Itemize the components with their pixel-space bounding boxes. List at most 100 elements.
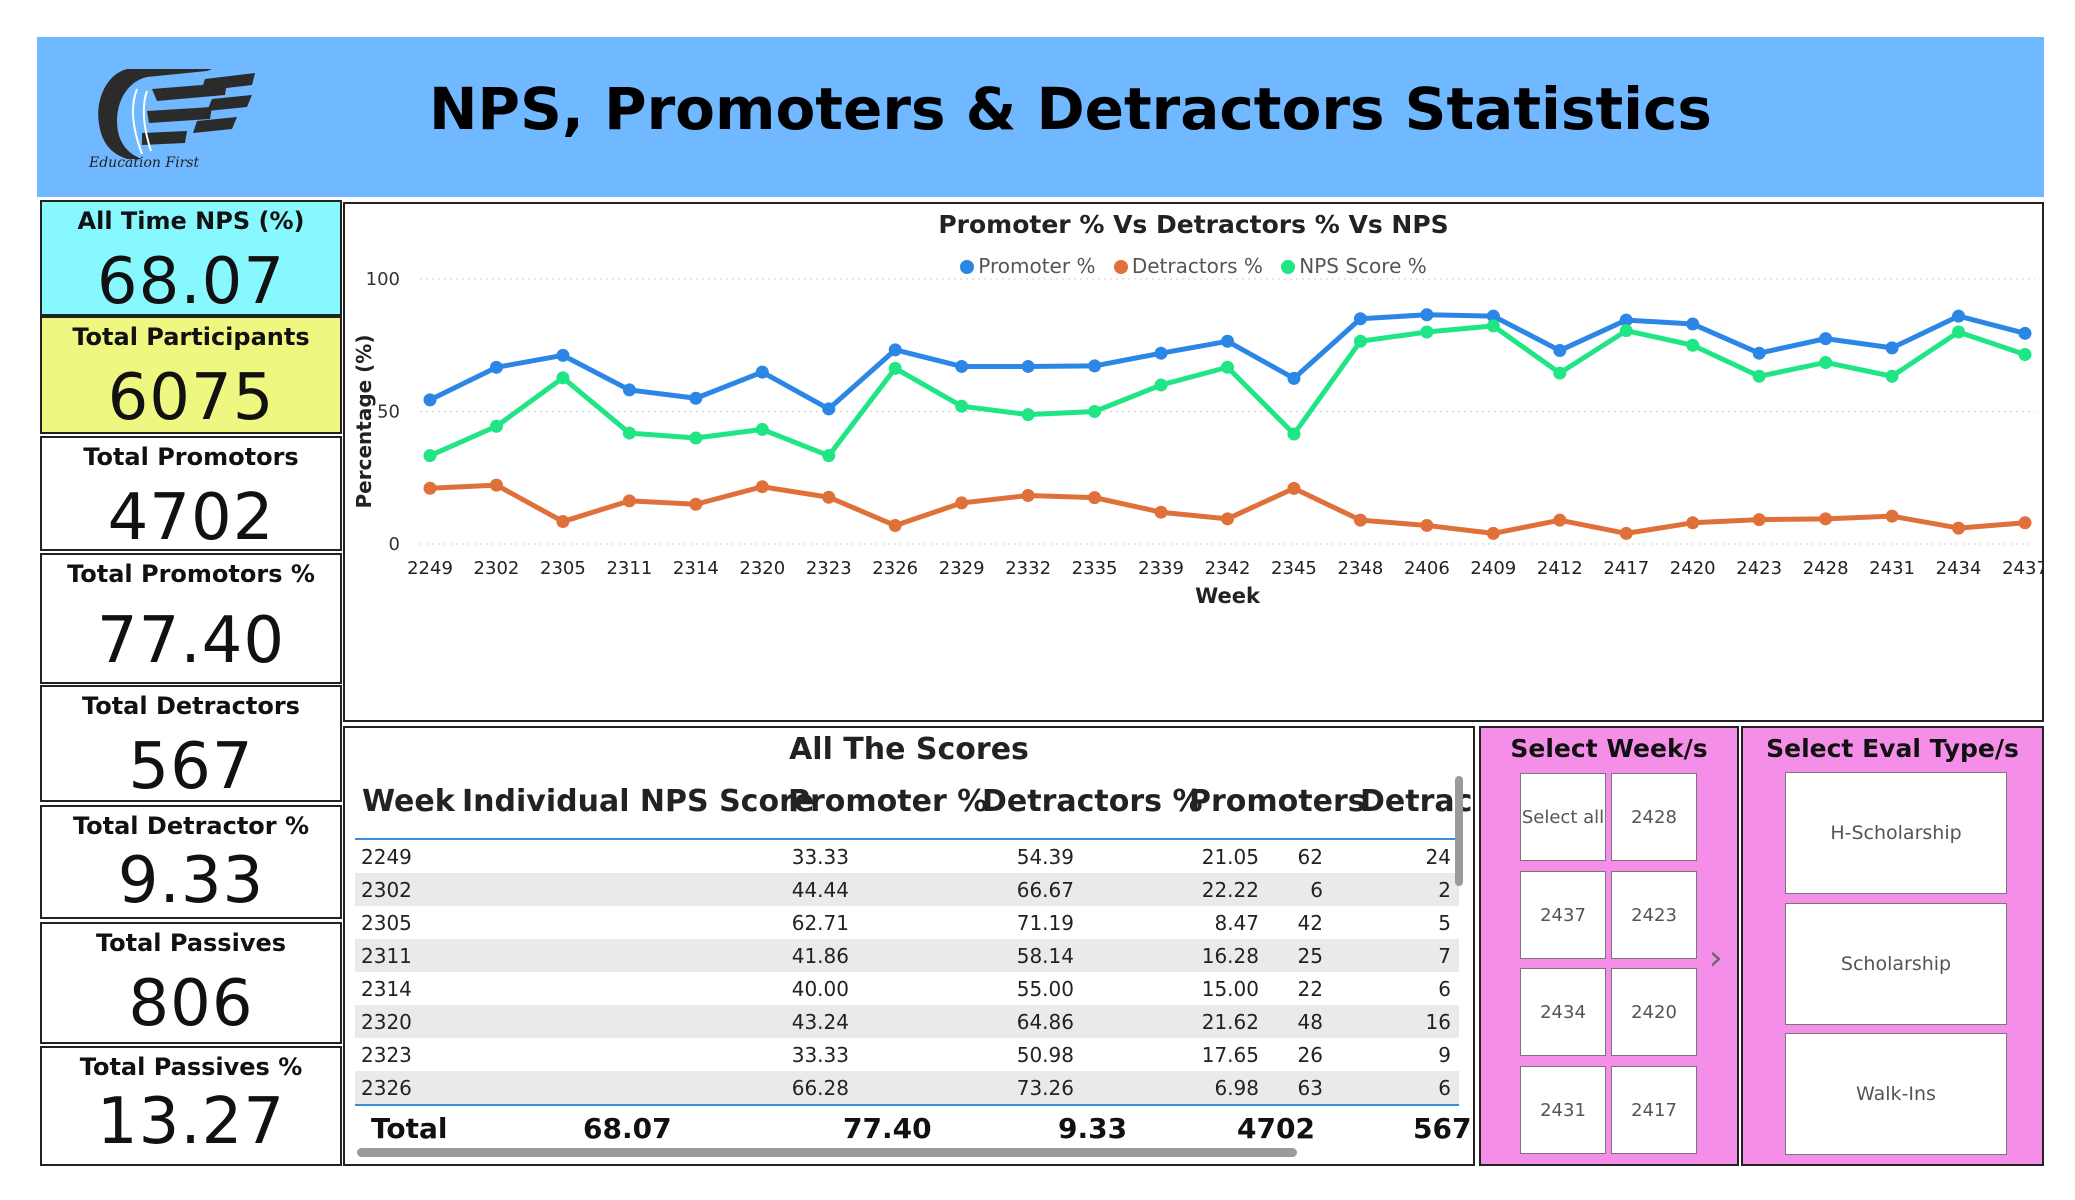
series-point-1 <box>1486 526 1500 540</box>
table-cell: 8.47 <box>1214 911 1259 935</box>
series-point-2 <box>489 419 503 433</box>
column-header-detractors-pct[interactable]: Detractors % <box>982 784 1203 819</box>
x-tick-label: 2345 <box>1271 558 1317 579</box>
x-tick-label: 2323 <box>806 558 852 579</box>
series-point-1 <box>1752 513 1766 527</box>
week-option[interactable]: 2437 <box>1520 871 1606 959</box>
week-option[interactable]: 2431 <box>1520 1066 1606 1154</box>
x-tick-label: 2249 <box>407 558 453 579</box>
series-point-0 <box>955 359 969 373</box>
series-point-2 <box>1021 408 1035 422</box>
series-point-1 <box>1088 491 1102 505</box>
table-cell: 48 <box>1297 1010 1323 1034</box>
kpi-value: 68.07 <box>96 245 286 319</box>
table-cell: 6 <box>1438 977 1451 1001</box>
table-row[interactable]: 2302 44.44 66.67 22.22 6 2 <box>355 873 1459 906</box>
page-title: NPS, Promoters & Detractors Statistics <box>429 75 1712 143</box>
table-cell: 2 <box>1438 878 1451 902</box>
kpi-total-participants: Total Participants 6075 <box>40 316 342 435</box>
series-point-0 <box>1952 309 1966 323</box>
total-detractors-pct: 9.33 <box>1058 1112 1128 1145</box>
table-row[interactable]: 2311 41.86 58.14 16.28 25 7 <box>355 939 1459 972</box>
x-tick-label: 2320 <box>739 558 785 579</box>
column-header-nps-score[interactable]: Individual NPS Score <box>462 784 815 819</box>
vertical-scrollbar[interactable] <box>1455 776 1463 886</box>
table-row[interactable]: 2320 43.24 64.86 21.62 48 16 <box>355 1005 1459 1038</box>
table-cell: 2323 <box>361 1043 412 1067</box>
legend-promoter[interactable]: Promoter % <box>960 254 1095 278</box>
table-cell: 66.67 <box>1016 878 1074 902</box>
series-point-2 <box>822 449 836 463</box>
kpi-total-promotors: Total Promotors 4702 <box>40 436 342 555</box>
series-point-1 <box>1420 518 1434 532</box>
table-row[interactable]: 2305 62.71 71.19 8.47 42 5 <box>355 906 1459 939</box>
x-tick-label: 2431 <box>1869 558 1915 579</box>
table-cell: 55.00 <box>1016 977 1074 1001</box>
column-header-detractors[interactable]: Detrac <box>1360 784 1473 819</box>
header-banner: Education First NPS, Promoters & Detract… <box>37 37 2044 197</box>
table-row[interactable]: 2249 33.33 54.39 21.05 62 24 <box>355 840 1459 873</box>
eval-option-walk-ins[interactable]: Walk-Ins <box>1785 1033 2007 1155</box>
line-chart-panel: Promoter % Vs Detractors % Vs NPS Promot… <box>343 202 2044 722</box>
week-slicer-title: Select Week/s <box>1510 734 1708 763</box>
legend-nps[interactable]: NPS Score % <box>1281 254 1427 278</box>
x-tick-label: 2305 <box>540 558 586 579</box>
table-row[interactable]: 2323 33.33 50.98 17.65 26 9 <box>355 1038 1459 1071</box>
series-point-1 <box>689 497 703 511</box>
series-point-0 <box>1553 344 1567 358</box>
week-option[interactable]: 2417 <box>1611 1066 1697 1154</box>
week-option[interactable]: 2423 <box>1611 871 1697 959</box>
series-point-0 <box>1686 317 1700 331</box>
series-point-1 <box>822 490 836 504</box>
table-cell: 50.98 <box>1016 1043 1074 1067</box>
table-cell: 16.28 <box>1201 944 1259 968</box>
legend-detractors[interactable]: Detractors % <box>1113 254 1263 278</box>
table-cell: 22.22 <box>1201 878 1259 902</box>
chevron-right-icon[interactable]: › <box>1709 938 1723 978</box>
x-tick-label: 2302 <box>474 558 520 579</box>
table-cell: 2249 <box>361 845 412 869</box>
series-point-1 <box>489 478 503 492</box>
table-cell: 21.05 <box>1201 845 1259 869</box>
table-cell: 6 <box>1310 878 1323 902</box>
table-cell: 2302 <box>361 878 412 902</box>
kpi-label: Total Participants <box>72 323 310 351</box>
table-row[interactable]: 2314 40.00 55.00 15.00 22 6 <box>355 972 1459 1005</box>
table-cell: 16 <box>1425 1010 1451 1034</box>
kpi-total-promotors-pct: Total Promotors % 77.40 <box>40 553 342 684</box>
table-cell: 2305 <box>361 911 412 935</box>
horizontal-scrollbar[interactable] <box>357 1148 1297 1157</box>
column-header-promoter-pct[interactable]: Promoter % <box>788 784 988 819</box>
table-cell: 6.98 <box>1214 1076 1259 1100</box>
week-option[interactable]: 2420 <box>1611 968 1697 1056</box>
table-cell: 17.65 <box>1201 1043 1259 1067</box>
week-option-select-all[interactable]: Select all <box>1520 773 1606 861</box>
kpi-total-passives: Total Passives 806 <box>40 922 342 1044</box>
series-point-1 <box>1553 513 1567 527</box>
column-header-promoters[interactable]: Promoters <box>1189 784 1366 819</box>
table-cell: 33.33 <box>791 845 849 869</box>
legend-label: Promoter % <box>978 254 1096 278</box>
series-point-2 <box>1154 378 1168 392</box>
series-point-0 <box>1619 313 1633 327</box>
kpi-label: Total Promotors <box>83 443 299 471</box>
eval-option-scholarship[interactable]: Scholarship <box>1785 903 2007 1025</box>
kpi-value: 77.40 <box>96 604 286 678</box>
eval-option-h-scholarship[interactable]: H-Scholarship <box>1785 772 2007 894</box>
kpi-value: 9.33 <box>117 844 265 918</box>
table-row[interactable]: 2326 66.28 73.26 6.98 63 6 <box>355 1071 1459 1104</box>
table-cell: 62.71 <box>791 911 849 935</box>
series-point-2 <box>556 371 570 385</box>
week-option[interactable]: 2434 <box>1520 968 1606 1056</box>
chart-title: Promoter % Vs Detractors % Vs NPS <box>938 210 1449 239</box>
series-point-1 <box>1021 489 1035 503</box>
total-detractors: 567 <box>1413 1112 1472 1145</box>
series-point-0 <box>822 402 836 416</box>
legend-dot-icon <box>1113 260 1128 274</box>
series-point-0 <box>755 365 769 379</box>
week-option[interactable]: 2428 <box>1611 773 1697 861</box>
column-header-week[interactable]: Week <box>362 784 455 819</box>
total-promoters: 4702 <box>1237 1112 1315 1145</box>
x-tick-label: 2417 <box>1603 558 1649 579</box>
x-tick-label: 2332 <box>1005 558 1051 579</box>
